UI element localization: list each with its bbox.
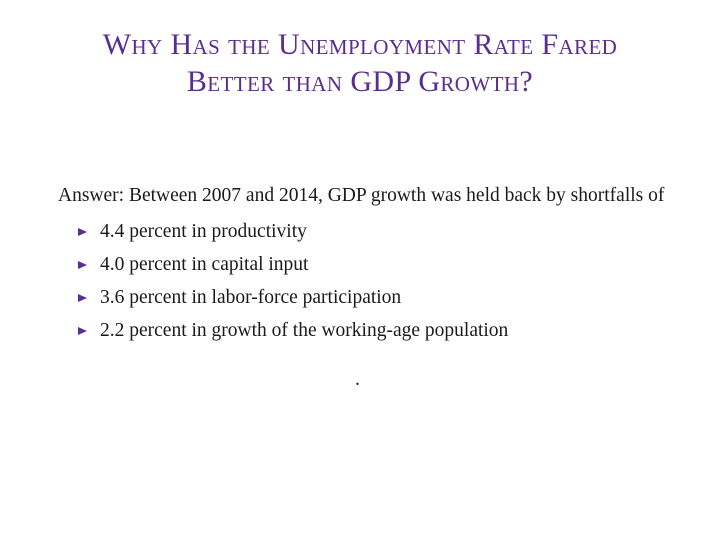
bullet-list: 4.4 percent in productivity 4.0 percent … [58,215,678,347]
bullet-item-productivity: 4.4 percent in productivity [58,215,678,248]
bullet-item-working-age-population: 2.2 percent in growth of the working-age… [58,314,678,347]
triangle-right-icon [78,261,87,269]
bullet-item-labor-force: 3.6 percent in labor-force participation [58,281,678,314]
bullet-text: 3.6 percent in labor-force participation [100,287,402,308]
slide-title-line-2: Better than GDP Growth? [186,65,534,98]
trailing-period: . [355,369,360,390]
slide-title: Why Has the Unemployment Rate Fared Bett… [0,26,720,100]
slide-body: Answer: Between 2007 and 2014, GDP growt… [58,182,678,347]
answer-text: Answer: Between 2007 and 2014, GDP growt… [58,185,665,206]
bullet-text: 2.2 percent in growth of the working-age… [100,320,509,341]
bullet-text: 4.4 percent in productivity [100,221,307,242]
bullet-text: 4.0 percent in capital input [100,254,309,275]
triangle-right-icon [78,228,87,236]
slide-title-line-1: Why Has the Unemployment Rate Fared [102,28,618,61]
triangle-right-icon [78,327,87,335]
triangle-right-icon [78,294,87,302]
bullet-item-capital-input: 4.0 percent in capital input [58,248,678,281]
